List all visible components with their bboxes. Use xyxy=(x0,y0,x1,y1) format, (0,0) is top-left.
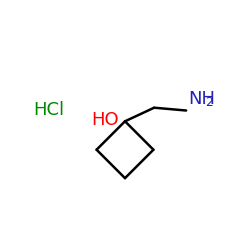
Text: 2: 2 xyxy=(205,96,212,109)
Text: HCl: HCl xyxy=(34,101,65,119)
Text: NH: NH xyxy=(188,90,216,108)
Text: HO: HO xyxy=(91,111,119,129)
